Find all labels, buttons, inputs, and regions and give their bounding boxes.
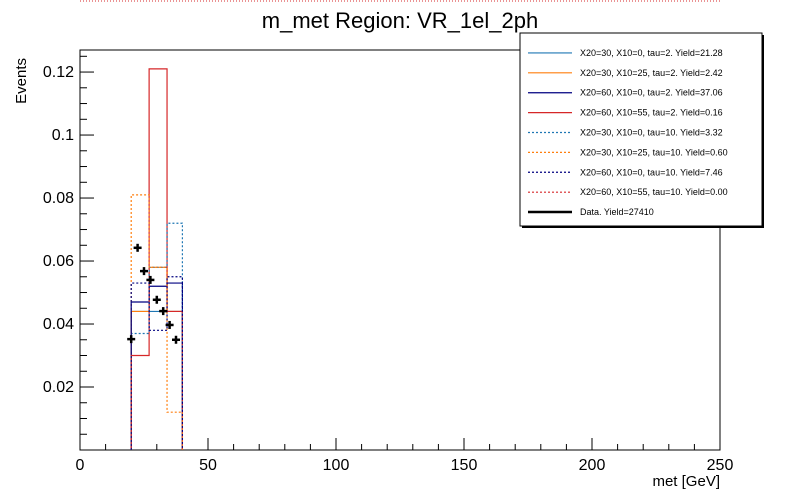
x-tick-label: 0 bbox=[76, 457, 85, 474]
data-point bbox=[165, 320, 174, 329]
y-tick-label: 0.02 bbox=[43, 379, 74, 396]
legend-label: X20=60, X10=0, tau=2. Yield=37.06 bbox=[580, 88, 723, 98]
legend-label: X20=60, X10=55, tau=10. Yield=0.00 bbox=[580, 187, 728, 197]
y-axis: 0.02 0.04 0.06 0.08 0.1 0.12 bbox=[43, 55, 94, 435]
legend-label: X20=60, X10=0, tau=10. Yield=7.46 bbox=[580, 167, 723, 177]
data-points bbox=[127, 243, 180, 344]
x-tick-label: 250 bbox=[707, 457, 734, 474]
x-tick-label: 200 bbox=[579, 457, 606, 474]
legend-entry: X20=30, X10=0, tau=2. Yield=21.28 bbox=[528, 48, 723, 58]
y-tick-label: 0.08 bbox=[43, 190, 74, 207]
legend-entry: X20=30, X10=25, tau=10. Yield=0.60 bbox=[528, 147, 728, 157]
x-tick-label: 100 bbox=[323, 457, 350, 474]
y-tick-label: 0.12 bbox=[43, 64, 74, 81]
legend-label: X20=30, X10=25, tau=2. Yield=2.42 bbox=[580, 68, 723, 78]
y-axis-title: Events bbox=[13, 58, 30, 104]
series-layer bbox=[130, 68, 183, 450]
legend-label: X20=30, X10=25, tau=10. Yield=0.60 bbox=[580, 147, 728, 157]
legend-box bbox=[519, 32, 763, 227]
legend-entry: X20=60, X10=0, tau=10. Yield=7.46 bbox=[528, 167, 723, 177]
y-tick-label: 0.06 bbox=[43, 253, 74, 270]
histogram-series-4 bbox=[130, 68, 183, 450]
data-point bbox=[159, 307, 168, 316]
histogram-series-3 bbox=[130, 282, 183, 450]
data-point bbox=[146, 275, 155, 284]
histogram-series-6 bbox=[130, 194, 183, 450]
legend: X20=30, X10=0, tau=2. Yield=21.28 X20=30,… bbox=[519, 32, 764, 228]
histogram-series-7 bbox=[130, 276, 183, 450]
x-tick-label: 50 bbox=[199, 457, 217, 474]
legend-label: X20=30, X10=0, tau=2. Yield=21.28 bbox=[580, 48, 723, 58]
histogram-series-5 bbox=[130, 222, 183, 450]
chart-title: m_met Region: VR_1el_2ph bbox=[262, 8, 538, 33]
legend-entry: X20=60, X10=0, tau=2. Yield=37.06 bbox=[528, 88, 723, 98]
data-point bbox=[172, 335, 180, 344]
data-point bbox=[152, 295, 161, 304]
y-tick-label: 0.1 bbox=[52, 127, 74, 144]
legend-entry: X20=60, X10=55, tau=2. Yield=0.16 bbox=[528, 108, 723, 118]
histogram-series-2 bbox=[130, 266, 183, 450]
x-axis: 0 50 100 150 200 250 bbox=[76, 438, 734, 474]
data-point bbox=[133, 243, 142, 252]
x-axis-title: met [GeV] bbox=[652, 473, 720, 490]
legend-label: X20=60, X10=55, tau=2. Yield=0.16 bbox=[580, 108, 723, 118]
legend-label: X20=30, X10=0, tau=10. Yield=3.32 bbox=[580, 128, 723, 138]
data-point bbox=[140, 267, 148, 276]
legend-label: Data. Yield=27410 bbox=[580, 207, 654, 217]
legend-entry: X20=30, X10=25, tau=2. Yield=2.42 bbox=[528, 68, 723, 78]
histogram-series-1 bbox=[130, 310, 183, 450]
legend-entry: X20=60, X10=55, tau=10. Yield=0.00 bbox=[528, 187, 728, 197]
plot-frame bbox=[79, 49, 721, 451]
legend-entry: X20=30, X10=0, tau=10. Yield=3.32 bbox=[528, 128, 723, 138]
data-point bbox=[127, 335, 136, 344]
legend-entry: Data. Yield=27410 bbox=[528, 207, 654, 217]
y-tick-label: 0.04 bbox=[43, 316, 74, 333]
x-tick-label: 150 bbox=[451, 457, 478, 474]
